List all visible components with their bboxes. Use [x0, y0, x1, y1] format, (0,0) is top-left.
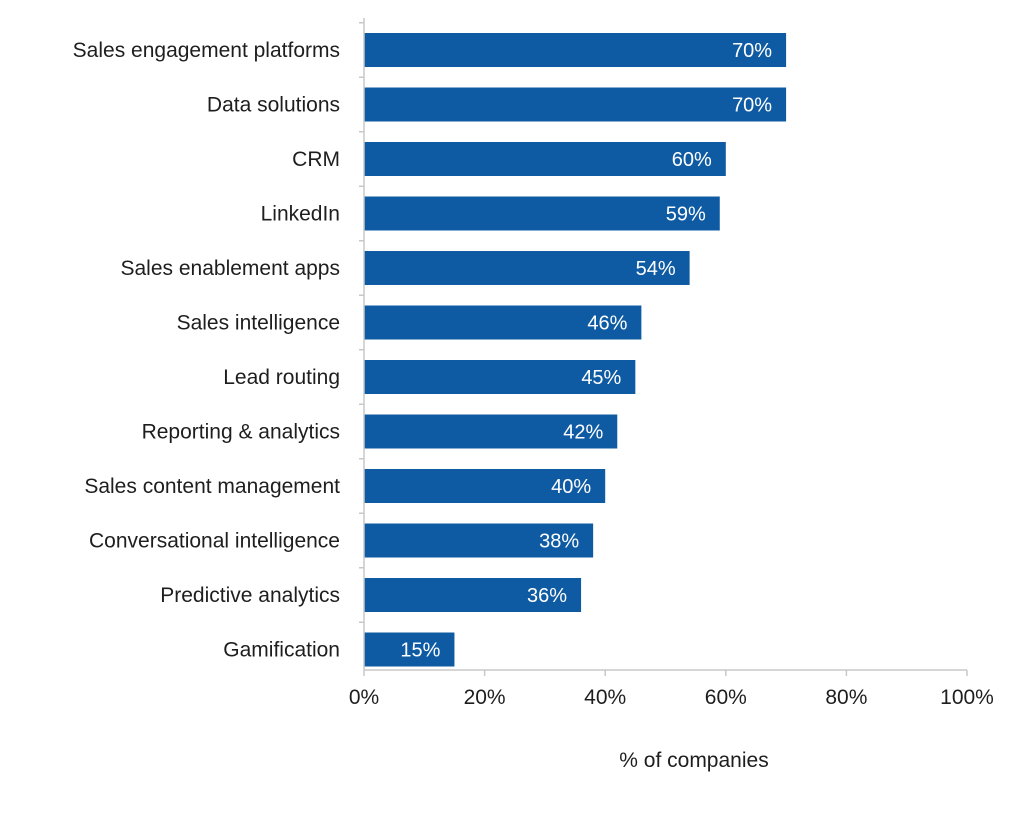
bar-value-label: 45% — [581, 367, 621, 389]
bar-value-label: 54% — [636, 258, 676, 280]
x-tick-label: 100% — [940, 686, 994, 709]
bar-value-label: 40% — [551, 476, 591, 498]
category-label: Reporting & analytics — [142, 421, 340, 444]
x-tick-label: 40% — [584, 686, 626, 709]
bar — [364, 87, 787, 122]
bar-value-label: 60% — [672, 149, 712, 171]
bar-value-label: 38% — [539, 531, 579, 553]
bar-value-label: 46% — [587, 313, 627, 335]
category-label: Sales engagement platforms — [73, 39, 340, 62]
category-label: LinkedIn — [261, 203, 340, 226]
bar — [364, 523, 594, 558]
axes-group — [359, 18, 968, 676]
bar — [364, 578, 582, 612]
bar — [364, 305, 642, 340]
bars-group: 70% 70% 60% 59% 54% 46% 45% 42% 40% 38% 36% 15% — [364, 33, 787, 667]
bar-value-label: 42% — [563, 422, 603, 444]
bar — [364, 33, 787, 67]
x-tick-label: 20% — [464, 686, 506, 709]
bar-value-label: 36% — [527, 585, 567, 607]
x-axis-title: % of companies — [619, 749, 768, 772]
category-label: Data solutions — [207, 94, 340, 117]
bar — [364, 360, 636, 394]
x-tick-label: 0% — [349, 686, 379, 709]
bar — [364, 632, 455, 667]
category-label: Lead routing — [223, 366, 340, 389]
x-tick-label: 80% — [825, 686, 867, 709]
bar — [364, 196, 720, 231]
x-tick-labels: 0% 20% 40% 60% 80% 100% — [349, 686, 994, 709]
category-label: Sales intelligence — [177, 312, 340, 335]
bar-value-label: 70% — [732, 40, 772, 62]
category-label: CRM — [292, 148, 340, 171]
bar-value-label: 15% — [400, 640, 440, 662]
bar — [364, 414, 618, 449]
category-label: Gamification — [223, 639, 340, 662]
bar — [364, 251, 690, 285]
category-label: Sales content management — [84, 475, 340, 498]
category-label: Predictive analytics — [160, 584, 340, 607]
category-labels: Sales engagement platforms Data solutions… — [73, 39, 340, 662]
bar — [364, 469, 606, 503]
category-label: Sales enablement apps — [121, 257, 341, 280]
bar-value-label: 70% — [732, 95, 772, 117]
bar — [364, 142, 726, 176]
category-label: Conversational intelligence — [89, 530, 340, 553]
bar-value-label: 59% — [666, 204, 706, 226]
x-tick-label: 60% — [705, 686, 747, 709]
